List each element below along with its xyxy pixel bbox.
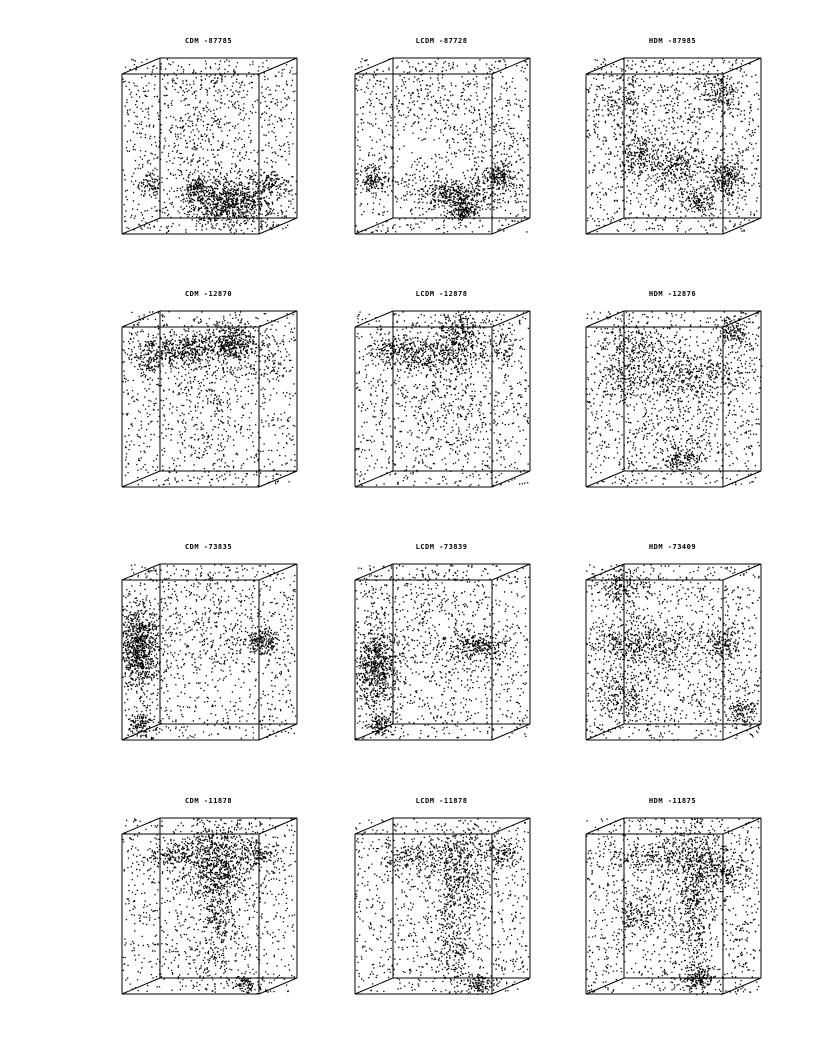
- panel-title: CDM -12870: [184, 290, 233, 298]
- cube-edge: [121, 310, 161, 328]
- particle-distribution: [122, 818, 297, 995]
- panel-title: CDM -87785: [184, 37, 233, 45]
- cube-edge: [491, 977, 531, 995]
- cube-edge: [354, 977, 394, 995]
- cube-edge: [722, 310, 762, 328]
- particle-distribution: [355, 818, 530, 995]
- cube-edge: [585, 723, 625, 741]
- cube-edge: [354, 563, 394, 581]
- simulation-cube-hdm: [585, 563, 762, 742]
- panel-title: LCDM -87728: [415, 37, 468, 45]
- cube-edge: [722, 217, 762, 235]
- simulation-cube-hdm: [585, 817, 762, 996]
- cube-edge: [258, 217, 298, 235]
- particle-distribution: [122, 58, 298, 234]
- cube-edge: [354, 310, 394, 328]
- simulation-cube-cdm: [121, 310, 298, 488]
- cube-edge: [585, 977, 625, 995]
- panel-title: HDM -11875: [648, 797, 697, 805]
- cube-edge: [121, 470, 161, 488]
- cube-edge: [258, 310, 298, 328]
- cube-edge: [585, 310, 625, 328]
- cube-edge: [491, 310, 531, 328]
- cube-edge: [121, 723, 161, 741]
- cube-edge: [585, 817, 625, 835]
- cube-edge: [121, 817, 161, 835]
- cube-edge: [258, 977, 298, 995]
- particle-distribution: [586, 818, 761, 996]
- panel-title: CDM -73835: [184, 543, 233, 551]
- particle-distribution: [355, 564, 531, 740]
- cube-edge: [491, 470, 531, 488]
- simulation-cube-hdm: [585, 57, 762, 235]
- cube-edge: [722, 817, 762, 835]
- cube-edge: [258, 470, 298, 488]
- panel-title: HDM -73409: [648, 543, 697, 551]
- cube-edge: [585, 563, 625, 581]
- particle-distribution: [122, 311, 296, 488]
- cube-edge: [585, 57, 625, 75]
- cube-edge: [491, 723, 531, 741]
- cube-edge: [585, 470, 625, 488]
- particle-distribution: [586, 311, 763, 487]
- cube-edge: [722, 977, 762, 995]
- cube-edge: [258, 563, 298, 581]
- particle-distribution: [355, 311, 530, 487]
- cube-edge: [121, 57, 161, 75]
- simulation-cube-lcdm: [354, 57, 531, 235]
- cube-edge: [722, 723, 762, 741]
- cube-edge: [722, 57, 762, 75]
- simulation-cube-cdm: [121, 57, 298, 235]
- cube-edge: [491, 563, 531, 581]
- panel-title: LCDM -11878: [415, 797, 468, 805]
- cube-edge: [121, 563, 161, 581]
- cube-edge: [491, 817, 531, 835]
- cube-edge: [121, 217, 161, 235]
- cube-edge: [491, 217, 531, 235]
- panel-title: HDM -87985: [648, 37, 697, 45]
- particle-distribution: [355, 58, 531, 234]
- panel-title: CDM -11878: [184, 797, 233, 805]
- cube-edge: [491, 57, 531, 75]
- simulation-cube-lcdm: [354, 817, 531, 995]
- particle-distribution: [586, 58, 761, 234]
- panel-title: HDM -12876: [648, 290, 697, 298]
- particle-distribution: [122, 564, 297, 740]
- panel-title: LCDM -12878: [415, 290, 468, 298]
- cube-edge: [354, 57, 394, 75]
- simulation-cube-hdm: [585, 310, 763, 488]
- simulation-cube-lcdm: [354, 563, 531, 741]
- cube-edge: [354, 817, 394, 835]
- simulation-cube-cdm: [121, 563, 298, 741]
- cube-edge: [722, 470, 762, 488]
- simulation-cube-cdm: [121, 817, 298, 995]
- panel-title: LCDM -73839: [415, 543, 468, 551]
- cube-edge: [258, 57, 298, 75]
- simulation-cube-lcdm: [354, 310, 531, 488]
- particle-distribution: [586, 564, 762, 742]
- cube-edge: [121, 977, 161, 995]
